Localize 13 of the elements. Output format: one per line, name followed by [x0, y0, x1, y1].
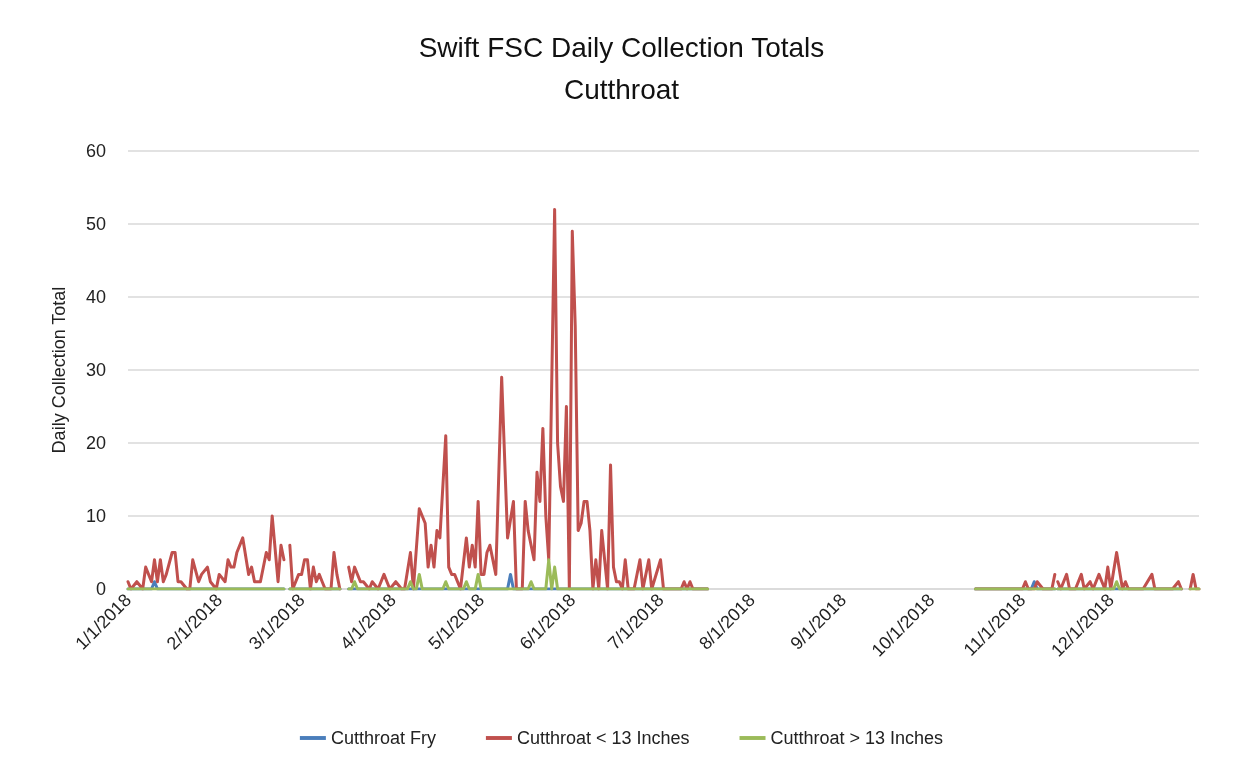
y-axis-title: Daily Collection Total — [49, 286, 69, 454]
legend-label: Cutthroat > 13 Inches — [770, 728, 944, 748]
y-tick-label: 30 — [85, 360, 106, 380]
y-tick-label: 60 — [85, 141, 106, 161]
y-tick-label: 40 — [85, 287, 106, 307]
chart-title: Swift FSC Daily Collection Totals — [418, 31, 825, 63]
legend-label: Cutthroat Fry — [330, 728, 436, 748]
y-tick-label: 0 — [95, 579, 106, 599]
y-tick-label: 10 — [85, 506, 106, 526]
legend-label: Cutthroat < 13 Inches — [516, 728, 690, 748]
y-tick-label: 50 — [85, 214, 106, 234]
chart-subtitle: Cutthroat — [563, 73, 680, 105]
y-tick-label: 20 — [85, 433, 106, 453]
